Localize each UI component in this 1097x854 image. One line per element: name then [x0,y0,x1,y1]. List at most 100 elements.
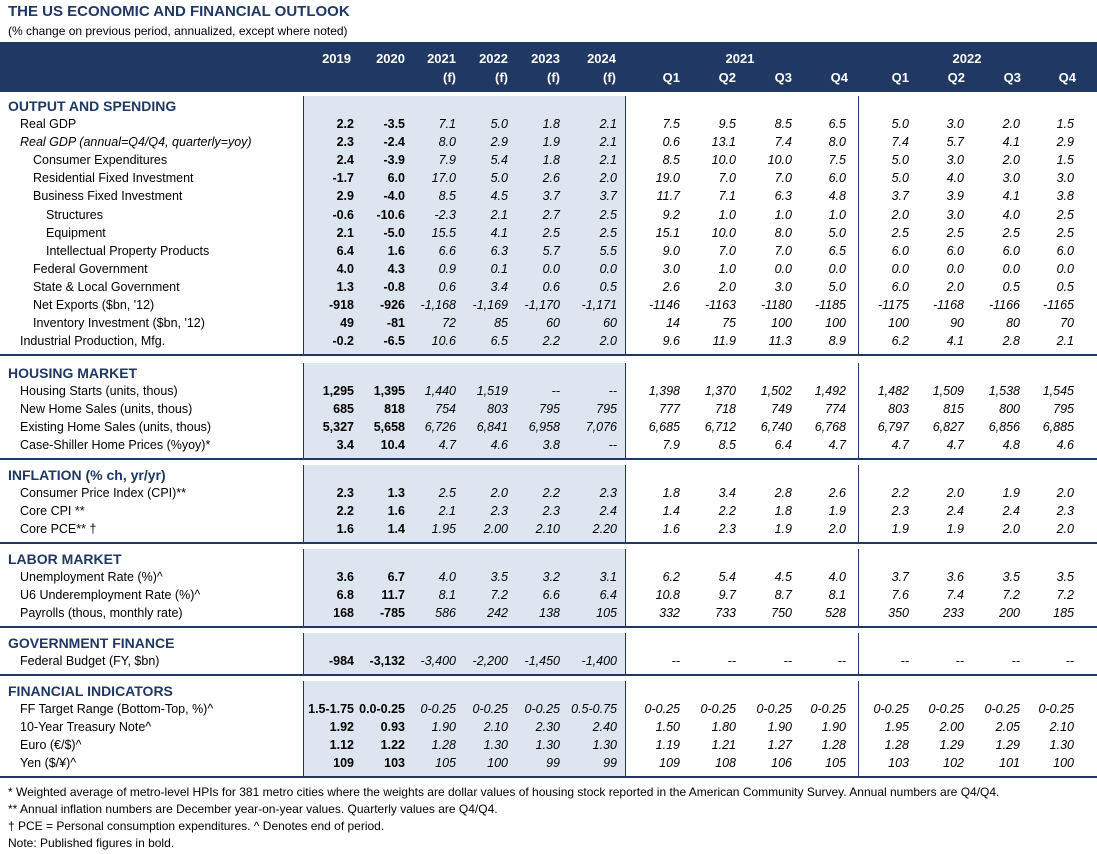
page-subtitle: (% change on previous period, annualized… [8,24,348,38]
table-cell: -2,200 [472,654,508,668]
table-cell: 1.90 [821,720,846,735]
table-cell: 1,519 [476,384,508,398]
table-cell: 2.5 [599,207,617,222]
row-label: Consumer Expenditures [33,153,168,168]
table-cell: 4.1 [1002,135,1020,150]
table-cell: 1,398 [648,384,680,398]
table-cell: 185 [1053,606,1074,621]
table-cell: 85 [494,316,508,331]
table-cell: 11.7 [381,588,405,603]
table-cell: 1.28 [821,738,846,753]
table-cell: 2.8 [774,486,792,500]
table-cell: 2.3 [718,522,736,537]
table-cell: 3.5 [490,570,508,584]
table-cell: 100 [487,756,508,771]
table-cell: 1.28 [431,738,456,753]
col-2023: 2023 [531,51,560,66]
table-cell: -- [837,654,846,668]
table-cell: 1,545 [1042,384,1074,398]
table-cell: -3.5 [383,117,405,131]
table-cell: -- [955,654,964,668]
table-cell: 5,327 [322,420,354,435]
table-cell: 2.5 [438,486,456,500]
table-cell: 2.0 [1002,117,1020,131]
table-cell: 0-0.25 [420,702,456,716]
table-cell: 6,726 [424,420,456,435]
table-cell: 4.8 [1002,438,1020,453]
footnote: * Weighted average of metro-level HPIs f… [8,785,1000,799]
table-cell: 749 [771,402,792,417]
table-cell: 1.50 [655,720,680,735]
table-cell: 99 [546,756,560,771]
table-cell: 6.0 [1056,243,1074,258]
table-cell: 0.0 [542,261,560,276]
table-cell: 1.4 [387,522,405,537]
table-cell: 733 [715,606,736,621]
table-cell: -- [1011,654,1020,668]
table-cell: 1.5-1.75 [308,702,354,716]
table-cell: 6,685 [648,420,680,435]
table-cell: 5,658 [373,420,405,435]
table-cell: 3.2 [542,570,560,584]
table-cell: 4.6 [490,438,508,453]
table-cell: 1.80 [711,720,736,735]
table-cell: 5.0 [490,117,508,131]
year-group-2021: 2021 [725,51,755,66]
table-cell: 3.5 [1056,570,1074,584]
section-title: HOUSING MARKET [8,365,138,381]
table-cell: -1180 [760,298,792,312]
col-q4-2022: Q4 [1058,70,1076,85]
table-cell: 0.0-0.25 [359,702,405,716]
annual-column-shading [303,465,625,544]
table-cell: 2.0 [1002,522,1020,537]
table-row: Industrial Production, Mfg. -0.2 -6.5 10.6 6… [0,333,1097,351]
table-cell: 2.05 [995,720,1020,735]
table-cell: 168 [333,606,354,621]
table-cell: -- [671,654,680,668]
table-cell: -984 [328,654,354,668]
table-cell: 5.0 [891,171,909,186]
table-cell: -6.5 [383,334,405,349]
table-cell: 1.9 [891,522,909,537]
table-cell: 0.5 [599,279,617,294]
table-cell: 1.30 [483,738,508,753]
table-cell: 3.4 [336,438,354,453]
section-title: FINANCIAL INDICATORS [8,683,173,699]
table-cell: 586 [435,606,456,621]
table-cell: 2.40 [592,720,617,735]
table-cell: 1,482 [877,384,909,398]
table-row: Residential Fixed Investment -1.7 6.0 17.0 5… [0,170,1097,188]
table-cell: 3.4 [718,486,736,500]
col-q4-2021: Q4 [830,70,848,85]
table-cell: 8.0 [774,225,792,240]
table-cell: 72 [442,316,456,331]
row-label: Core CPI ** [20,504,85,519]
column-divider [625,96,626,356]
column-divider [858,465,859,544]
row-label: Consumer Price Index (CPI)** [20,486,187,500]
table-cell: 0-0.25 [873,702,909,716]
table-cell: 3.4 [490,279,508,294]
table-cell: -81 [386,316,405,331]
table-cell: 1.29 [939,738,964,753]
table-cell: -1165 [1042,298,1074,312]
table-cell: 1.8 [542,153,560,168]
section-divider [0,674,1097,677]
table-cell: 0.6 [438,279,456,294]
col-2024-f: (f) [603,70,616,85]
column-divider [858,681,859,778]
table-cell: 11.9 [712,334,736,349]
table-cell: 3.9 [946,189,964,204]
table-cell: 754 [435,402,456,417]
table-cell: 1.4 [662,504,680,519]
table-cell: 1,492 [814,384,846,398]
table-cell: 6.2 [662,570,680,584]
table-cell: 105 [825,756,846,771]
table-row: Payrolls (thous, monthly rate) 168 -785 586… [0,605,1097,623]
table-cell: 6.0 [891,243,909,258]
table-cell: 1.30 [592,738,617,753]
table-cell: 7.2 [490,588,508,603]
section-title: INFLATION (% ch, yr/yr) [8,467,166,483]
table-cell: 0.0 [891,261,909,276]
table-cell: 7.2 [1056,588,1074,603]
